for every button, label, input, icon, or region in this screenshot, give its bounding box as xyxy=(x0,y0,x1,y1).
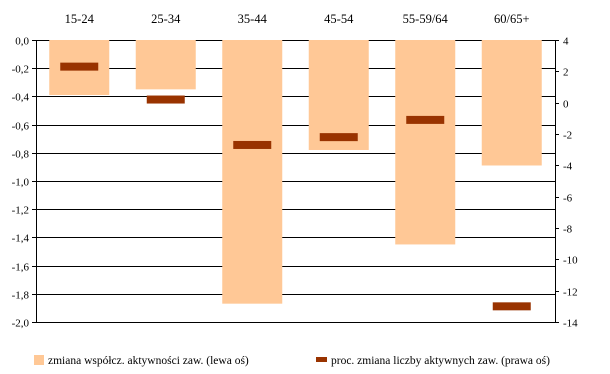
category-label: 35-44 xyxy=(238,12,268,26)
bar xyxy=(222,40,283,304)
right-tick-label: -6 xyxy=(563,193,573,205)
bar xyxy=(135,40,196,90)
left-tick-label: -1,6 xyxy=(12,262,30,274)
category-labels: 15-24 25-34 35-44 45-54 55-59/64 60/65+ xyxy=(65,12,530,26)
marker xyxy=(406,115,445,124)
legend-label-markers: proc. zmiana liczby aktywnych zaw. (praw… xyxy=(331,355,550,367)
marker xyxy=(60,62,99,71)
bars xyxy=(49,40,542,304)
left-tick-label: -0,4 xyxy=(12,92,30,104)
left-tick-label: -0,2 xyxy=(12,64,29,76)
left-tick-label: -0,8 xyxy=(12,149,30,161)
category-label: 60/65+ xyxy=(494,12,530,26)
right-tick-label: 2 xyxy=(563,67,569,79)
marker xyxy=(146,95,185,104)
right-tick-label: 0 xyxy=(563,99,569,111)
left-tick-label: -0,6 xyxy=(12,121,30,133)
category-label: 15-24 xyxy=(65,12,95,26)
marker xyxy=(233,140,272,149)
bar xyxy=(395,40,456,245)
marker xyxy=(492,302,531,311)
right-tick-label: 4 xyxy=(563,36,569,48)
bar xyxy=(308,40,369,150)
right-tick-label: -10 xyxy=(563,255,578,267)
right-tick-label: -14 xyxy=(563,318,578,330)
markers xyxy=(60,62,531,311)
left-tick-label: -1,8 xyxy=(12,290,30,302)
left-tick-labels: 0,0 -0,2 -0,4 -0,6 -0,8 -1,0 -1,2 -1,4 -1,6 -1,8 -… xyxy=(12,36,30,330)
category-label: 55-59/64 xyxy=(403,12,449,26)
right-tick-label: -8 xyxy=(563,224,573,236)
legend-swatch-markers xyxy=(316,357,327,362)
left-tick-label: -2,0 xyxy=(12,318,30,330)
gridlines xyxy=(36,40,555,323)
right-tick-label: -12 xyxy=(563,287,578,299)
legend-label-bars: zmiana współcz. aktywności zaw. (lewa oś… xyxy=(48,355,249,367)
legend: zmiana współcz. aktywności zaw. (lewa oś… xyxy=(34,355,550,367)
left-tick-label: -1,4 xyxy=(12,233,30,245)
right-tick-label: -2 xyxy=(563,130,572,142)
left-tick-label: -1,0 xyxy=(12,177,30,189)
bar xyxy=(481,40,542,166)
axes xyxy=(32,40,559,323)
category-label: 45-54 xyxy=(324,12,354,26)
legend-swatch-bars xyxy=(34,355,44,365)
right-tick-labels: 4 2 0 -2 -4 -6 -8 -10 -12 -14 xyxy=(563,36,578,330)
category-label: 25-34 xyxy=(151,12,181,26)
left-tick-label: 0,0 xyxy=(15,36,29,48)
right-tick-label: -4 xyxy=(563,161,573,173)
left-tick-label: -1,2 xyxy=(12,205,29,217)
marker xyxy=(319,133,358,142)
